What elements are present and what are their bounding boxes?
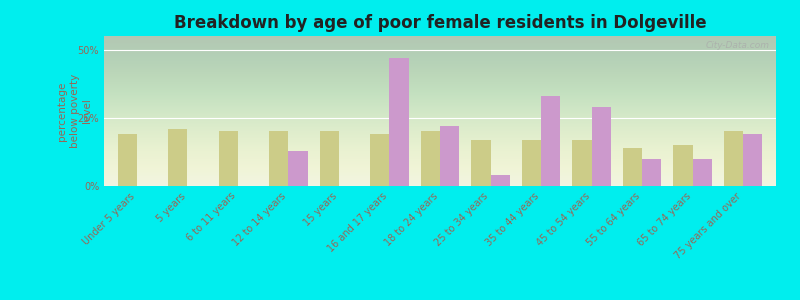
Bar [623, 148, 642, 186]
Title: Breakdown by age of poor female residents in Dolgeville: Breakdown by age of poor female resident… [174, 14, 706, 32]
Bar [440, 126, 459, 186]
Bar [642, 159, 662, 186]
Bar [522, 140, 541, 186]
Bar [724, 131, 743, 186]
Y-axis label: percentage
below poverty
level: percentage below poverty level [58, 74, 92, 148]
Bar [270, 131, 289, 186]
Bar [693, 159, 712, 186]
Bar [541, 96, 560, 186]
Bar [743, 134, 762, 186]
Bar [390, 58, 409, 186]
Bar [591, 107, 610, 186]
Bar [572, 140, 591, 186]
Bar [289, 151, 308, 186]
Bar [320, 131, 339, 186]
Bar [118, 134, 137, 186]
Text: City-Data.com: City-Data.com [706, 40, 770, 50]
Bar [471, 140, 490, 186]
Bar [674, 145, 693, 186]
Bar [421, 131, 440, 186]
Bar [490, 175, 510, 186]
Bar [218, 131, 238, 186]
Bar [168, 129, 187, 186]
Bar [370, 134, 390, 186]
